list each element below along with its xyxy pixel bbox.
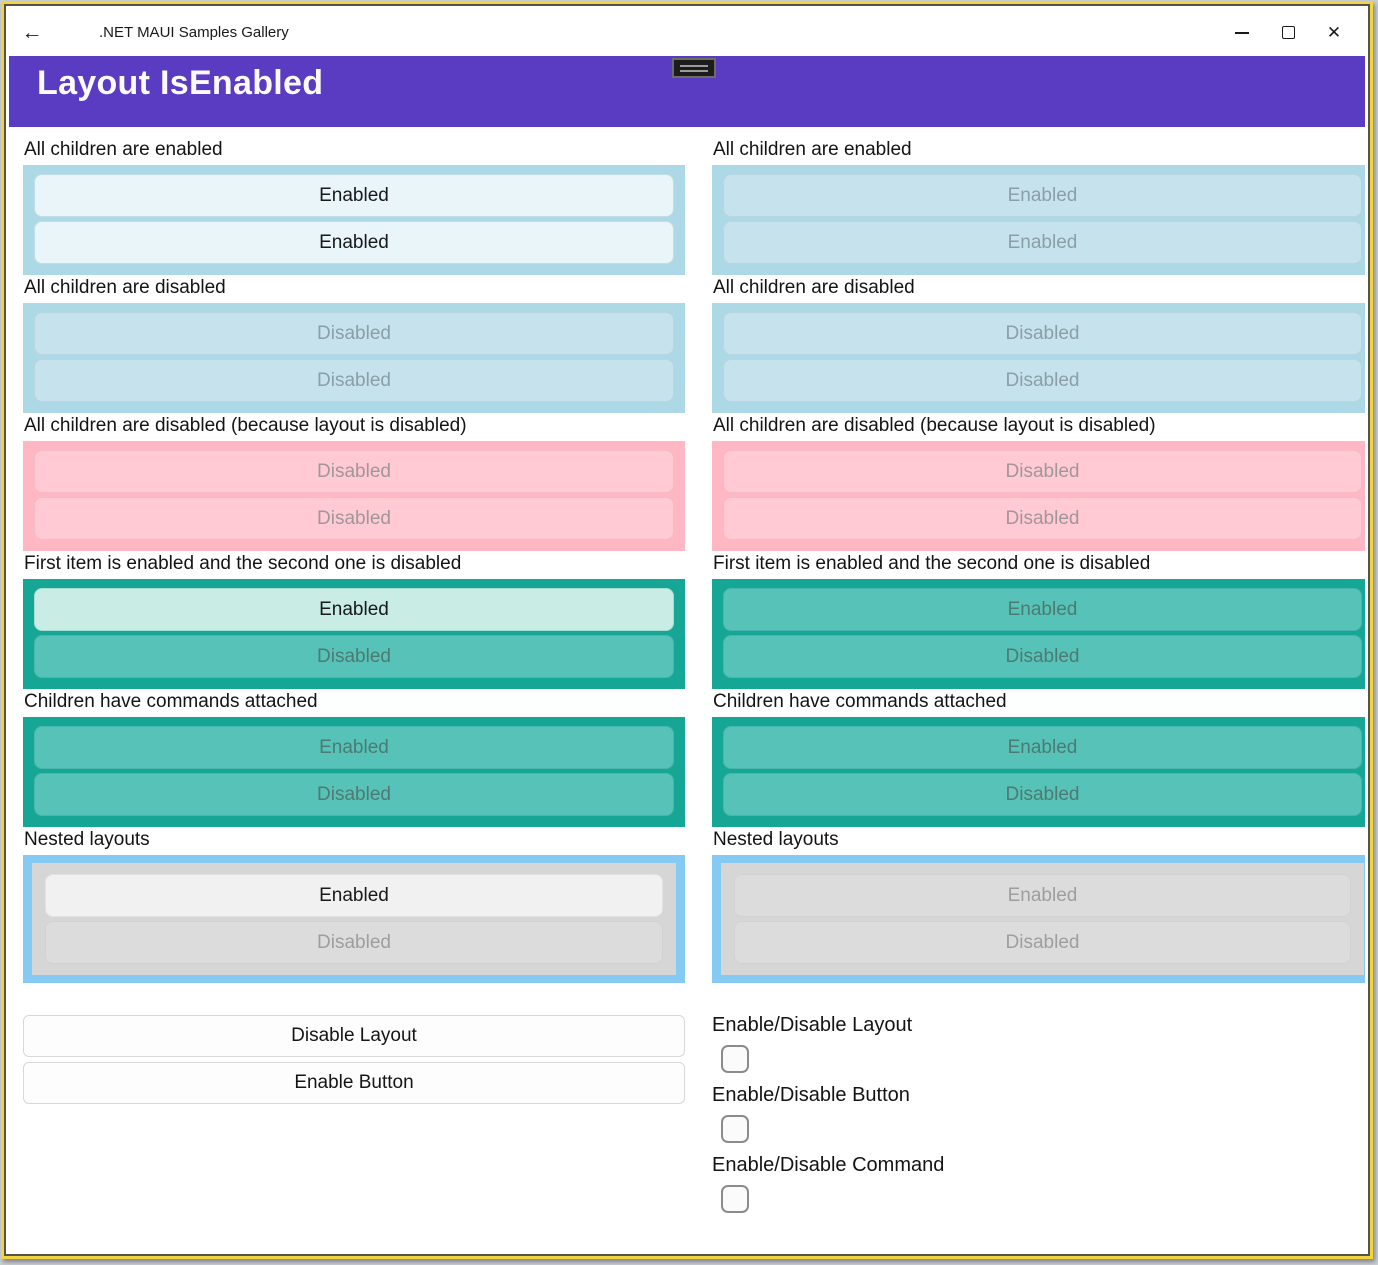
maximize-button[interactable] <box>1265 9 1311 56</box>
disabled-button[interactable]: Disabled <box>723 450 1362 493</box>
layout-container-commands: Enabled Disabled <box>712 717 1365 827</box>
nested-layout-outer: Enabled Disabled <box>23 855 685 983</box>
section-label: All children are disabled <box>24 277 226 298</box>
enabled-button[interactable]: Enabled <box>45 874 663 917</box>
page-title: Layout IsEnabled <box>37 64 324 102</box>
disabled-button[interactable]: Disabled <box>723 497 1362 540</box>
section-label: All children are enabled <box>24 139 223 160</box>
disabled-button[interactable]: Disabled <box>723 359 1362 402</box>
section-label: All children are enabled <box>713 139 912 160</box>
window-title: .NET MAUI Samples Gallery <box>99 24 289 41</box>
disabled-button[interactable]: Disabled <box>34 497 674 540</box>
section-label: All children are disabled (because layou… <box>24 415 467 436</box>
section-label: First item is enabled and the second one… <box>24 553 462 574</box>
layout-container-enabled-children: Enabled Enabled <box>23 165 685 275</box>
disabled-button[interactable]: Disabled <box>34 773 674 816</box>
enabled-button[interactable]: Enabled <box>34 221 674 264</box>
section-label: All children are disabled (because layou… <box>713 415 1156 436</box>
enabled-button[interactable]: Enabled <box>723 588 1362 631</box>
page-header: Layout IsEnabled <box>9 56 1365 127</box>
layout-container-commands: Enabled Disabled <box>23 717 685 827</box>
section-label: Children have commands attached <box>24 691 318 712</box>
enable-disable-button-checkbox[interactable] <box>721 1115 749 1143</box>
disabled-button[interactable]: Disabled <box>734 921 1351 964</box>
titlebar: ← .NET MAUI Samples Gallery ✕ <box>9 9 1365 56</box>
toolbar-line-icon <box>680 64 708 67</box>
enable-disable-layout-label: Enable/Disable Layout <box>712 1014 913 1036</box>
enabled-button[interactable]: Enabled <box>723 174 1362 217</box>
disabled-button[interactable]: Disabled <box>34 635 674 678</box>
main-content: All children are enabled Enabled Enabled… <box>9 127 1365 1223</box>
disabled-button[interactable]: Disabled <box>34 359 674 402</box>
disabled-button[interactable]: Disabled <box>34 312 674 355</box>
section-label: All children are disabled <box>713 277 915 298</box>
layout-container-disabled-children: Disabled Disabled <box>23 303 685 413</box>
section-label: Children have commands attached <box>713 691 1007 712</box>
toolbar-line-icon <box>680 69 708 72</box>
enable-button-button[interactable]: Enable Button <box>23 1062 685 1104</box>
layout-container-mixed: Enabled Disabled <box>23 579 685 689</box>
layout-container-enabled-children: Enabled Enabled <box>712 165 1365 275</box>
minimize-icon <box>1235 31 1249 34</box>
enabled-button[interactable]: Enabled <box>723 221 1362 264</box>
disabled-button[interactable]: Disabled <box>723 635 1362 678</box>
nested-layout-outer: Enabled Disabled <box>712 855 1365 983</box>
right-column: All children are enabled Enabled Enabled… <box>712 137 1365 1223</box>
layout-container-mixed: Enabled Disabled <box>712 579 1365 689</box>
enabled-button[interactable]: Enabled <box>34 174 674 217</box>
back-arrow-icon: ← <box>21 20 43 44</box>
layout-container-disabled-layout: Disabled Disabled <box>712 441 1365 551</box>
disable-layout-button[interactable]: Disable Layout <box>23 1015 685 1057</box>
layout-container-disabled-layout: Disabled Disabled <box>23 441 685 551</box>
hot-reload-toolbar-handle[interactable] <box>672 58 716 78</box>
disabled-button[interactable]: Disabled <box>45 921 663 964</box>
nested-layout-inner: Enabled Disabled <box>32 863 676 975</box>
close-icon: ✕ <box>1326 23 1342 42</box>
enabled-button[interactable]: Enabled <box>734 874 1351 917</box>
back-button[interactable]: ← <box>9 9 55 56</box>
window-content: ← .NET MAUI Samples Gallery ✕ Layout IsE… <box>9 9 1365 1251</box>
enable-disable-layout-checkbox[interactable] <box>721 1045 749 1073</box>
maximize-icon <box>1281 26 1295 39</box>
toggle-controls: Enable/Disable Layout Enable/Disable But… <box>712 1013 1365 1213</box>
section-label: First item is enabled and the second one… <box>713 553 1151 574</box>
nested-layout-inner: Enabled Disabled <box>721 863 1364 975</box>
minimize-button[interactable] <box>1219 9 1265 56</box>
disabled-button[interactable]: Disabled <box>34 450 674 493</box>
disabled-button[interactable]: Disabled <box>723 312 1362 355</box>
enable-disable-command-label: Enable/Disable Command <box>712 1154 945 1176</box>
action-buttons: Disable Layout Enable Button <box>23 1015 685 1104</box>
enable-disable-command-checkbox[interactable] <box>721 1185 749 1213</box>
enable-disable-button-label: Enable/Disable Button <box>712 1084 910 1106</box>
section-label: Nested layouts <box>24 829 150 850</box>
enabled-button[interactable]: Enabled <box>34 726 674 769</box>
disabled-button[interactable]: Disabled <box>723 773 1362 816</box>
close-button[interactable]: ✕ <box>1311 9 1357 56</box>
enabled-button[interactable]: Enabled <box>723 726 1362 769</box>
layout-container-disabled-children: Disabled Disabled <box>712 303 1365 413</box>
section-label: Nested layouts <box>713 829 839 850</box>
left-column: All children are enabled Enabled Enabled… <box>23 137 685 1223</box>
enabled-button[interactable]: Enabled <box>34 588 674 631</box>
